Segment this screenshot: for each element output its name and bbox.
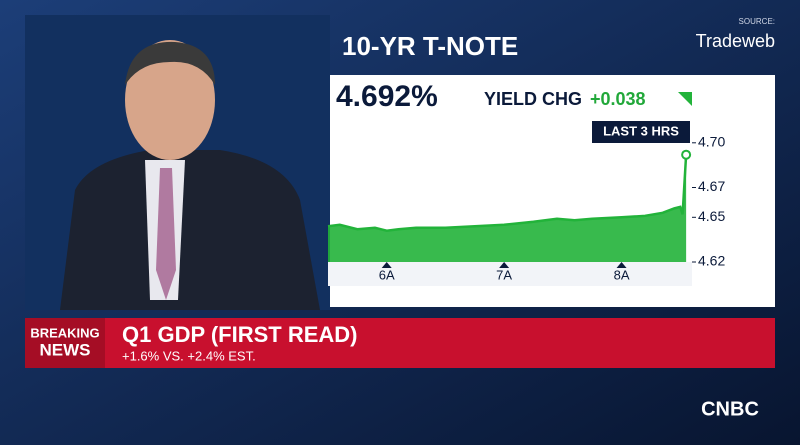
- area: [328, 154, 687, 262]
- last-value: 4.692%: [336, 80, 438, 113]
- banner-tag: NEWS: [40, 340, 91, 359]
- chart-title: 10-YR T-NOTE: [342, 31, 518, 61]
- presenter-suit: [60, 150, 320, 310]
- period: LAST 3 HRS: [603, 123, 679, 138]
- change-arrow: [678, 92, 692, 106]
- banner-subline: +1.6% VS. +2.4% EST.: [122, 348, 256, 363]
- banner-tag: BREAKING: [30, 325, 99, 340]
- x-tick-label: 6A: [379, 267, 395, 282]
- y-tick-label: 4.70: [698, 134, 725, 150]
- change: +0.038: [590, 89, 646, 109]
- presenter-head: [125, 40, 215, 160]
- source: Tradeweb: [696, 31, 775, 51]
- x-tick: [499, 262, 510, 268]
- banner-tag-box: [25, 318, 105, 368]
- y-tick-label: 4.62: [698, 253, 725, 269]
- source-label: SOURCE:: [739, 17, 775, 26]
- presenter-hair: [125, 41, 215, 85]
- x-tick: [616, 262, 627, 268]
- presenter-tie: [156, 168, 176, 300]
- y-tick-label: 4.65: [698, 208, 725, 224]
- line: [327, 154, 688, 232]
- banner: [25, 318, 775, 368]
- period-box: [592, 121, 690, 143]
- banner-headline: Q1 GDP (FIRST READ): [122, 322, 358, 347]
- x-tick: [381, 262, 392, 268]
- x-tick-label: 8A: [614, 267, 630, 282]
- x-tick-label: 7A: [496, 267, 512, 282]
- logo: CNBC: [701, 398, 759, 420]
- change-label: YIELD CHG: [484, 89, 582, 109]
- last-point: [681, 149, 692, 160]
- y-tick-label: 4.67: [698, 178, 725, 194]
